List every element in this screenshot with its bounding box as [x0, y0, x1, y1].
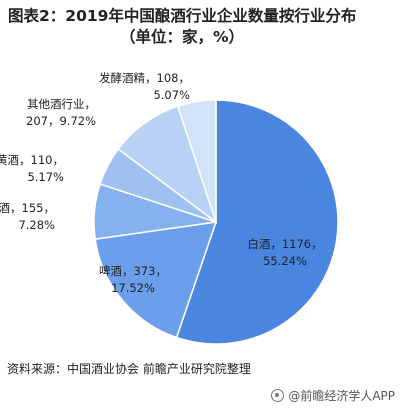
- brand-text: @前瞻经济学人APP: [288, 389, 395, 403]
- brand-logo-icon: [271, 389, 285, 402]
- pie-slice-beer: [94, 221, 218, 339]
- brand-watermark: @前瞻经济学人APP: [271, 387, 395, 404]
- data-label-beer: 啤酒，373， 17.52%: [99, 264, 167, 295]
- chart-title-line2: （单位：家，%）: [120, 28, 245, 46]
- footer: @前瞻经济学人APP: [0, 380, 403, 410]
- data-label-fajiao: 发酵酒精，108， 5.07%: [99, 71, 190, 102]
- pie-slice-other: [117, 105, 218, 225]
- data-label-baijiu: 白酒，1176， 55.24%: [247, 237, 322, 268]
- data-label-wine: 葡萄酒，155，7.28%: [0, 201, 55, 232]
- pie-slice-fajiao: [176, 99, 217, 223]
- data-label-other: 其他酒行业， 207，9.72%: [26, 97, 96, 128]
- pie-chart: 白酒，1176，55.24% 啤酒，373，17.52% 葡萄酒，155，7.28%…: [0, 71, 339, 345]
- source-note: 资料来源：中国酒业协会 前瞻产业研究院整理: [7, 362, 251, 376]
- chart-title: 图表2：2019年中国酿酒行业企业数量按行业分布 （单位：家，%）: [8, 6, 398, 48]
- chart-title-line1: 图表2：2019年中国酿酒行业企业数量按行业分布: [8, 7, 357, 25]
- data-label-huangjiu: 黄酒，110， 5.17%: [0, 153, 64, 184]
- pie-slice-baijiu: [175, 99, 339, 345]
